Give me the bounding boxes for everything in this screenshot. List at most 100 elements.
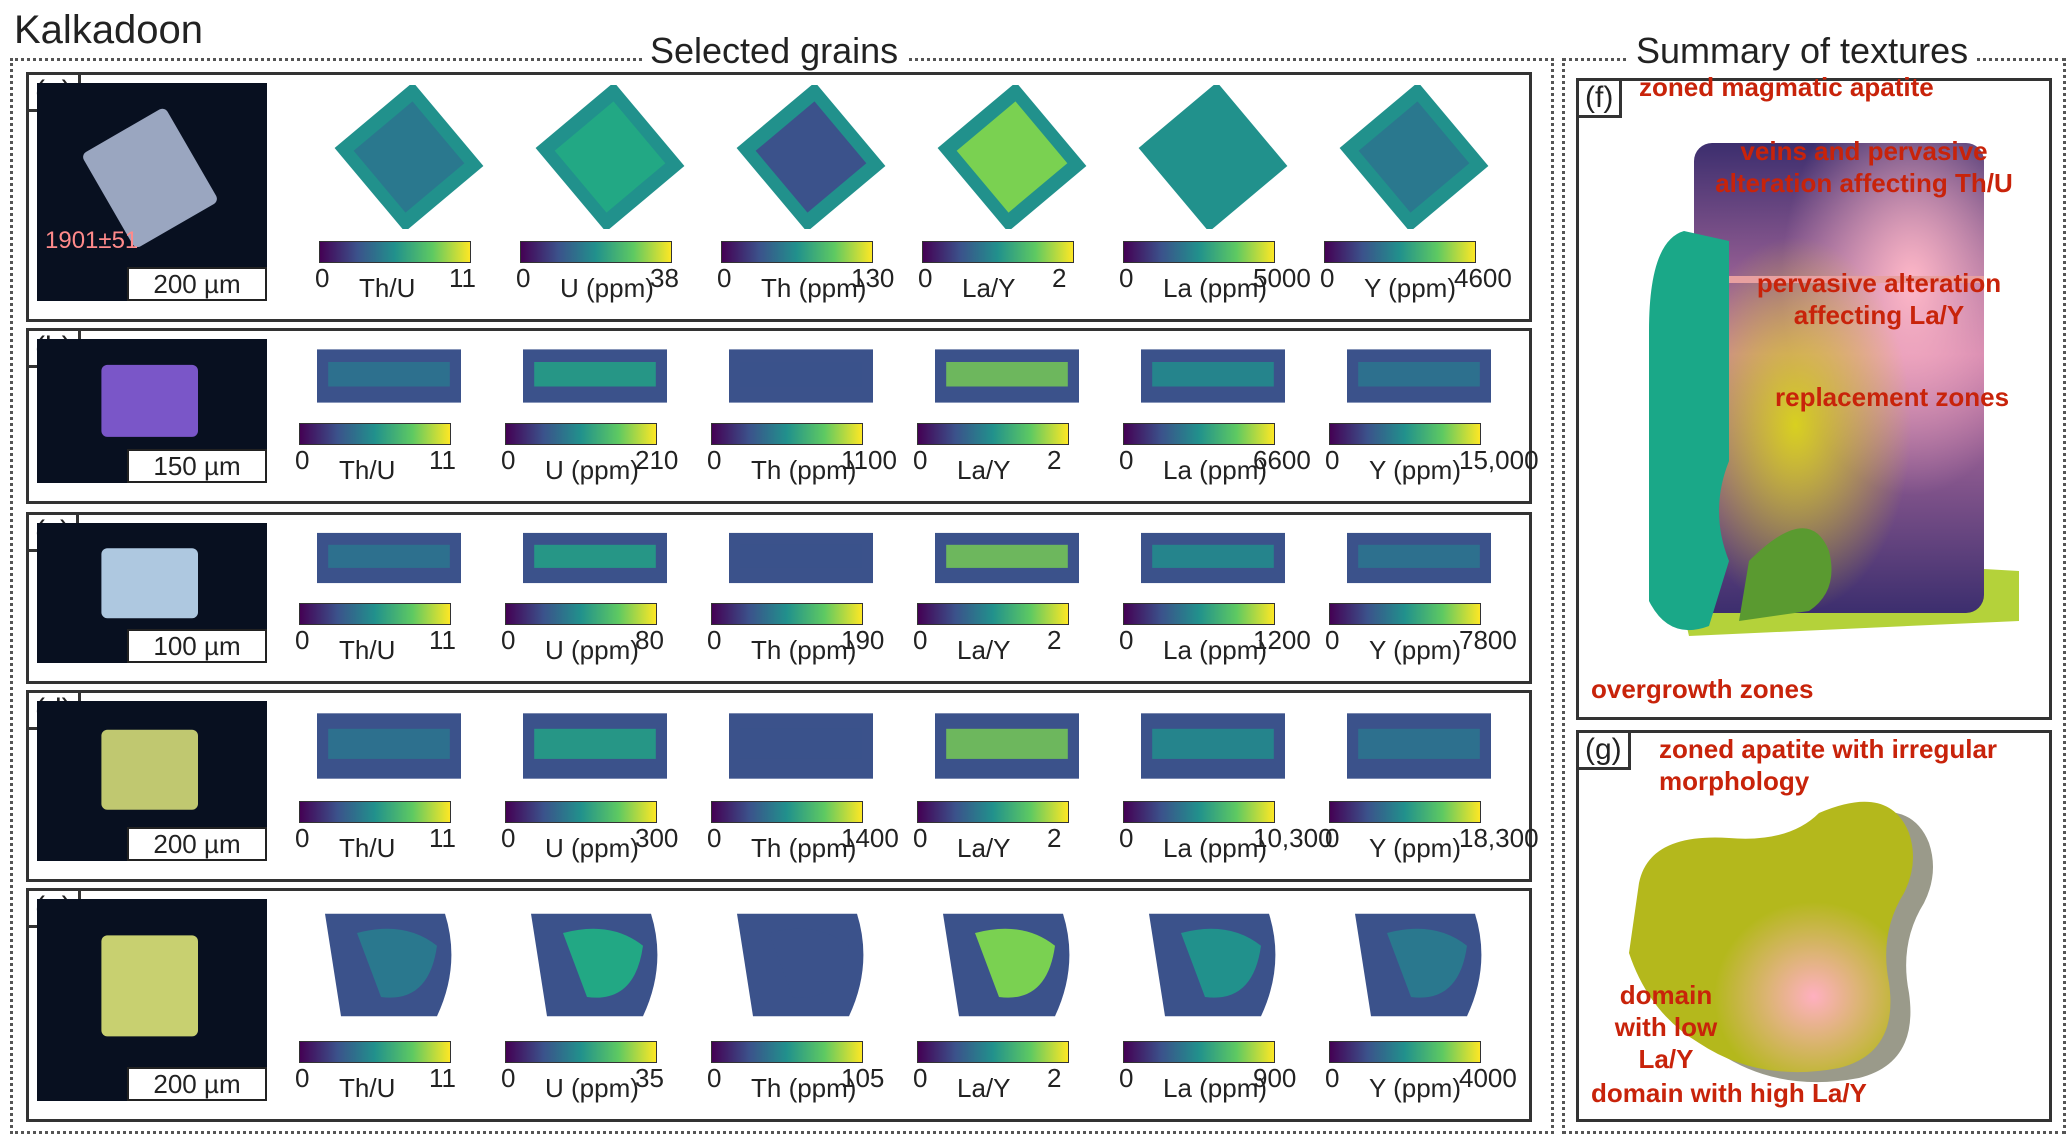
annotation-overgrowth-zones: overgrowth zones [1591, 674, 1814, 704]
vein [1694, 276, 1984, 283]
colorbar-max: 6600 [1253, 445, 1311, 475]
map-label: La/Y [957, 1073, 1011, 1103]
colorbar-max: 11 [429, 625, 456, 655]
map-label: U (ppm) [560, 273, 654, 303]
colorbar-max: 300 [635, 823, 679, 853]
map-label: La (ppm) [1163, 833, 1268, 863]
grain-photo: 200 µm [37, 899, 267, 1101]
colorbar [299, 801, 451, 823]
colorbar [917, 603, 1069, 625]
annotation-high-la-y: domain with high La/Y [1591, 1078, 1867, 1108]
colorbar-max: 105 [841, 1063, 885, 1093]
colorbar-min: 0 [295, 823, 310, 853]
colorbar-max: 2 [1047, 823, 1062, 853]
element-map [935, 532, 1079, 584]
element-map [325, 913, 452, 1017]
colorbar [711, 801, 863, 823]
grain-photo-image [83, 108, 217, 248]
map-label: La (ppm) [1163, 273, 1268, 303]
grain-photo: 200 µm 1901±51 [37, 83, 267, 301]
colorbar [1123, 241, 1275, 263]
colorbar-min: 0 [1325, 445, 1340, 475]
colorbar-max: 38 [650, 263, 679, 293]
element-map [523, 532, 667, 584]
map-label: Th/U [339, 1073, 396, 1103]
colorbar-min: 0 [295, 625, 310, 655]
colorbar-min: 0 [913, 1063, 928, 1093]
colorbar-min: 0 [707, 823, 722, 853]
element-map [317, 713, 461, 779]
colorbar-min: 0 [707, 445, 722, 475]
colorbar [917, 423, 1069, 445]
grain-photo-image [101, 935, 198, 1037]
element-map [531, 913, 658, 1017]
grain-photo-image [101, 364, 198, 437]
panel-g: (g) zoned apatite with irregular morphol… [1576, 730, 2052, 1122]
colorbar-min: 0 [501, 823, 516, 853]
element-map [1141, 349, 1285, 403]
colorbar [711, 603, 863, 625]
element-map [1347, 713, 1491, 779]
grain-photo: 150 µm [37, 339, 267, 483]
element-map [535, 85, 685, 229]
colorbar [711, 1041, 863, 1063]
grain-photo-image [101, 548, 198, 619]
colorbar-min: 0 [1325, 625, 1340, 655]
colorbar [299, 603, 451, 625]
element-map [937, 85, 1087, 229]
annotation-irregular-morphology: zoned apatite with irregular morphology [1659, 734, 1998, 796]
panel-g-label: (g) [1576, 730, 1631, 770]
colorbar [319, 241, 471, 263]
overgrowth-left [1649, 231, 1729, 631]
colorbar-max: 7800 [1459, 625, 1517, 655]
colorbar [299, 423, 451, 445]
element-map [1339, 85, 1489, 229]
map-label: La/Y [962, 273, 1016, 303]
annotation-pervasive-la-y: pervasive alteration affecting La/Y [1756, 268, 2002, 330]
scale-bar: 200 µm [127, 827, 267, 861]
colorbar-min: 0 [707, 1063, 722, 1093]
colorbar-max: 10,300 [1253, 823, 1333, 853]
colorbar [505, 801, 657, 823]
element-map [729, 349, 873, 403]
map-label: Th (ppm) [761, 273, 867, 303]
map-label: U (ppm) [545, 455, 639, 485]
colorbar [1123, 423, 1275, 445]
colorbar-max: 900 [1253, 1063, 1297, 1093]
colorbar-max: 80 [635, 625, 664, 655]
colorbar-min: 0 [1119, 823, 1134, 853]
element-map [523, 713, 667, 779]
map-label: U (ppm) [545, 833, 639, 863]
colorbar-min: 0 [501, 1063, 516, 1093]
colorbar [922, 241, 1074, 263]
colorbar-max: 11 [429, 823, 456, 853]
texture-diagram-f [1649, 143, 2019, 636]
colorbar-min: 0 [913, 445, 928, 475]
colorbar-max: 5000 [1253, 263, 1311, 293]
colorbar [1329, 423, 1481, 445]
colorbar [917, 1041, 1069, 1063]
texture-diagram-g [1629, 801, 1933, 1083]
element-map [317, 349, 461, 403]
grain-photo: 100 µm [37, 523, 267, 663]
map-label: Y (ppm) [1369, 635, 1461, 665]
colorbar-max: 2 [1047, 1063, 1062, 1093]
element-map [1141, 532, 1285, 584]
grain-photo-image [101, 729, 198, 810]
panel-f: (f) zoned magmatic apatite veins and per… [1576, 72, 2052, 720]
colorbar-min: 0 [1320, 263, 1335, 293]
map-label: La (ppm) [1163, 455, 1268, 485]
colorbar [1329, 1041, 1481, 1063]
colorbar-max: 130 [851, 263, 895, 293]
colorbar-min: 0 [295, 445, 310, 475]
colorbar-max: 2 [1047, 625, 1062, 655]
colorbar [505, 603, 657, 625]
colorbar-max: 190 [841, 625, 885, 655]
annotation-replacement-zones: replacement zones [1775, 382, 2010, 412]
element-map [736, 85, 886, 229]
colorbar [520, 241, 672, 263]
map-label: La (ppm) [1163, 635, 1268, 665]
colorbar-max: 2 [1047, 445, 1062, 475]
